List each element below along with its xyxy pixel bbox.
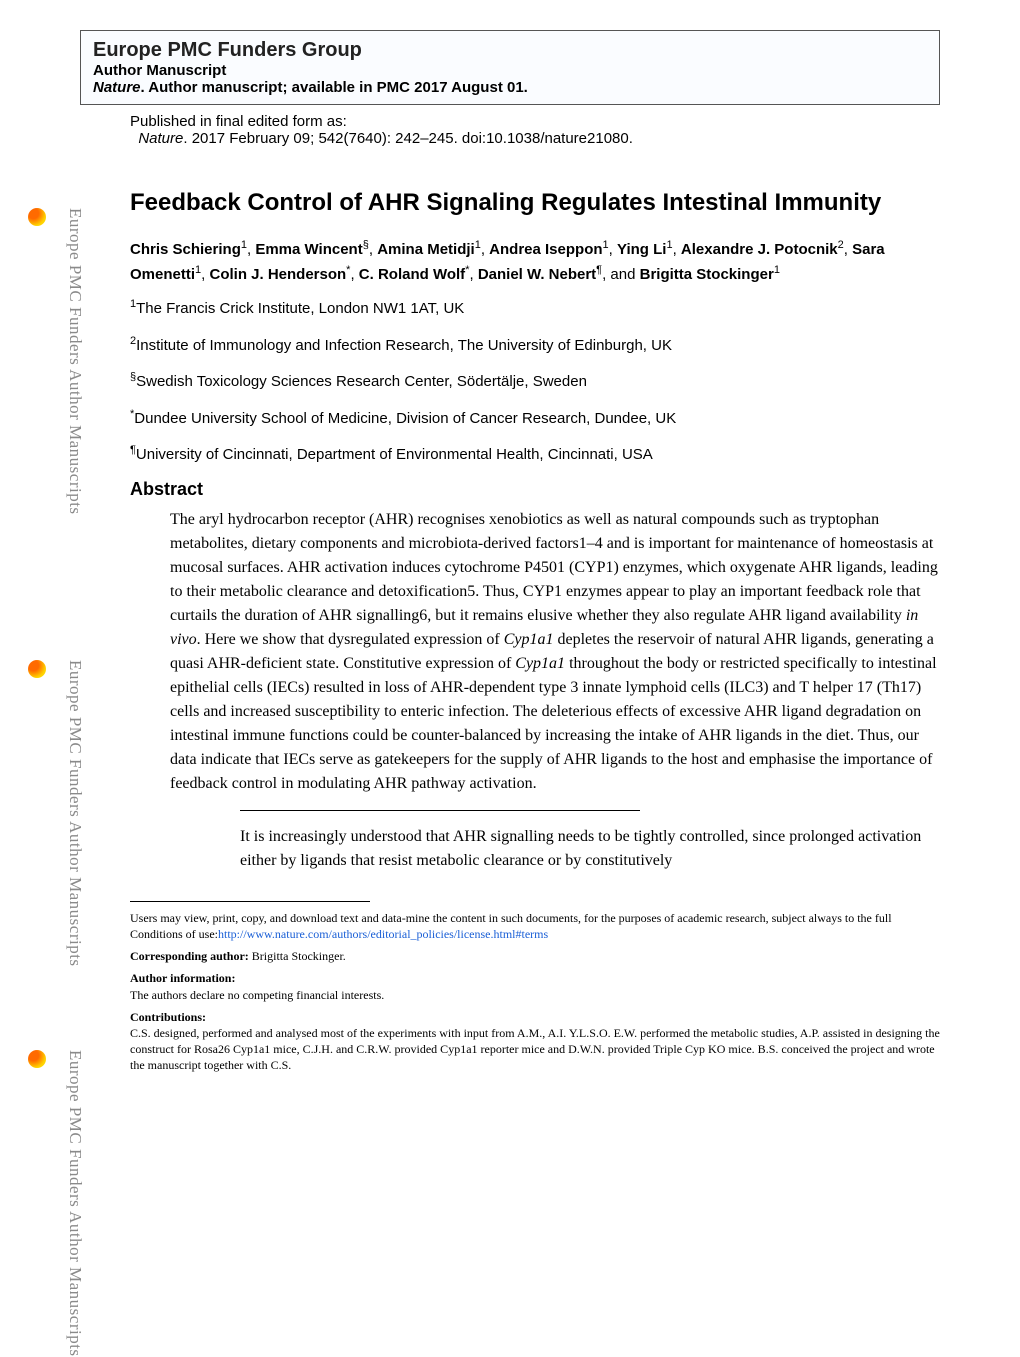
abstract-body: The aryl hydrocarbon receptor (AHR) reco… [170,508,940,796]
header-box: Europe PMC Funders Group Author Manuscri… [80,30,940,105]
contributions-text: C.S. designed, performed and analysed mo… [130,1025,940,1074]
affiliation: *Dundee University School of Medicine, D… [130,406,940,431]
author-name: Ying Li [617,241,666,258]
pubinfo-line2: Nature. 2017 February 09; 542(7640): 242… [130,130,940,147]
abstract-italic: Cyp1a1 [504,631,554,648]
abstract-text: throughout the body or restricted specif… [170,655,937,792]
pubinfo-journal: Nature [138,130,183,147]
author-list: Chris Schiering1, Emma Wincent§, Amina M… [130,237,940,286]
author-affil-marker: 1 [475,239,481,251]
pubinfo-rest: . 2017 February 09; 542(7640): 242–245. … [183,130,633,147]
body-paragraph: It is increasingly understood that AHR s… [240,825,940,873]
header-group: Europe PMC Funders Group [93,39,927,62]
watermark-block: Europe PMC Funders Author Manuscripts [28,1050,46,1074]
author-affil-marker: 2 [838,239,844,251]
author-affil-marker: 1 [774,264,780,276]
abstract-text: . Here we show that dysregulated express… [197,631,504,648]
affiliation: 2Institute of Immunology and Infection R… [130,333,940,358]
main-content: Feedback Control of AHR Signaling Regula… [130,187,940,902]
author-affil-marker: ¶ [596,264,602,276]
affiliation-marker: 1 [130,298,136,310]
author-name: C. Roland Wolf [359,266,465,283]
article-title: Feedback Control of AHR Signaling Regula… [130,187,940,219]
header-citation: Nature. Author manuscript; available in … [93,79,927,96]
affiliation: §Swedish Toxicology Sciences Research Ce… [130,369,940,394]
footnote-authorinfo: Author information: The authors declare … [130,970,940,1002]
abstract-heading: Abstract [130,479,940,500]
author-affil-marker: § [363,239,369,251]
footnote-contributions: Contributions: C.S. designed, performed … [130,1009,940,1074]
affiliation-marker: 2 [130,335,136,347]
abstract-text: The aryl hydrocarbon receptor (AHR) reco… [170,511,938,624]
author-name: Brigitta Stockinger [640,266,774,283]
affiliation: 1The Francis Crick Institute, London NW1… [130,296,940,321]
author-name: Daniel W. Nebert [478,266,596,283]
pubinfo-line1: Published in final edited form as: [130,113,940,130]
author-affil-marker: 1 [603,239,609,251]
pmc-logo-icon [28,208,46,226]
authorinfo-heading: Author information: [130,970,940,986]
affiliation-marker: ¶ [130,444,136,456]
header-manuscript: Author Manuscript [93,62,927,79]
author-name: Alexandre J. Potocnik [681,241,838,258]
affiliation-marker: * [130,408,134,420]
post-abstract-rule [240,810,640,811]
footnote-terms: Users may view, print, copy, and downloa… [130,910,940,942]
abstract-italic: Cyp1a1 [515,655,565,672]
author-name: Andrea Iseppon [489,241,602,258]
watermark-text: Europe PMC Funders Author Manuscripts [56,660,94,967]
author-name: Chris Schiering [130,241,241,258]
affiliation: ¶University of Cincinnati, Department of… [130,442,940,467]
contributions-heading: Contributions: [130,1009,940,1025]
watermark-block: Europe PMC Funders Author Manuscripts [28,208,46,232]
author-name: Colin J. Henderson [209,266,346,283]
author-name: Amina Metidji [377,241,475,258]
header-journal: Nature [93,79,141,96]
authorinfo-text: The authors declare no competing financi… [130,987,940,1003]
author-name: Emma Wincent [255,241,362,258]
post-abstract-rule-wrap: It is increasingly understood that AHR s… [240,810,940,873]
corresponding-value: Brigitta Stockinger. [249,949,346,963]
author-affil-marker: * [346,264,350,276]
pmc-logo-icon [28,660,46,678]
watermark-text: Europe PMC Funders Author Manuscripts [56,208,94,515]
affiliation-list: 1The Francis Crick Institute, London NW1… [130,296,940,467]
watermark-block: Europe PMC Funders Author Manuscripts [28,660,46,684]
author-affil-marker: 1 [195,264,201,276]
pmc-logo-icon [28,1050,46,1068]
author-affil-marker: * [465,264,469,276]
affiliation-marker: § [130,371,136,383]
footnote-corresponding: Corresponding author: Brigitta Stockinge… [130,948,940,964]
header-citation-rest: . Author manuscript; available in PMC 20… [141,79,528,96]
author-affil-marker: 1 [241,239,247,251]
watermark-text: Europe PMC Funders Author Manuscripts [56,1050,94,1357]
pubinfo: Published in final edited form as: Natur… [130,113,940,147]
footnote-rule [130,901,370,902]
author-affil-marker: 1 [666,239,672,251]
corresponding-label: Corresponding author: [130,949,249,963]
footnote-terms-link[interactable]: http://www.nature.com/authors/editorial_… [218,927,548,941]
footnotes: Users may view, print, copy, and downloa… [130,910,940,1074]
